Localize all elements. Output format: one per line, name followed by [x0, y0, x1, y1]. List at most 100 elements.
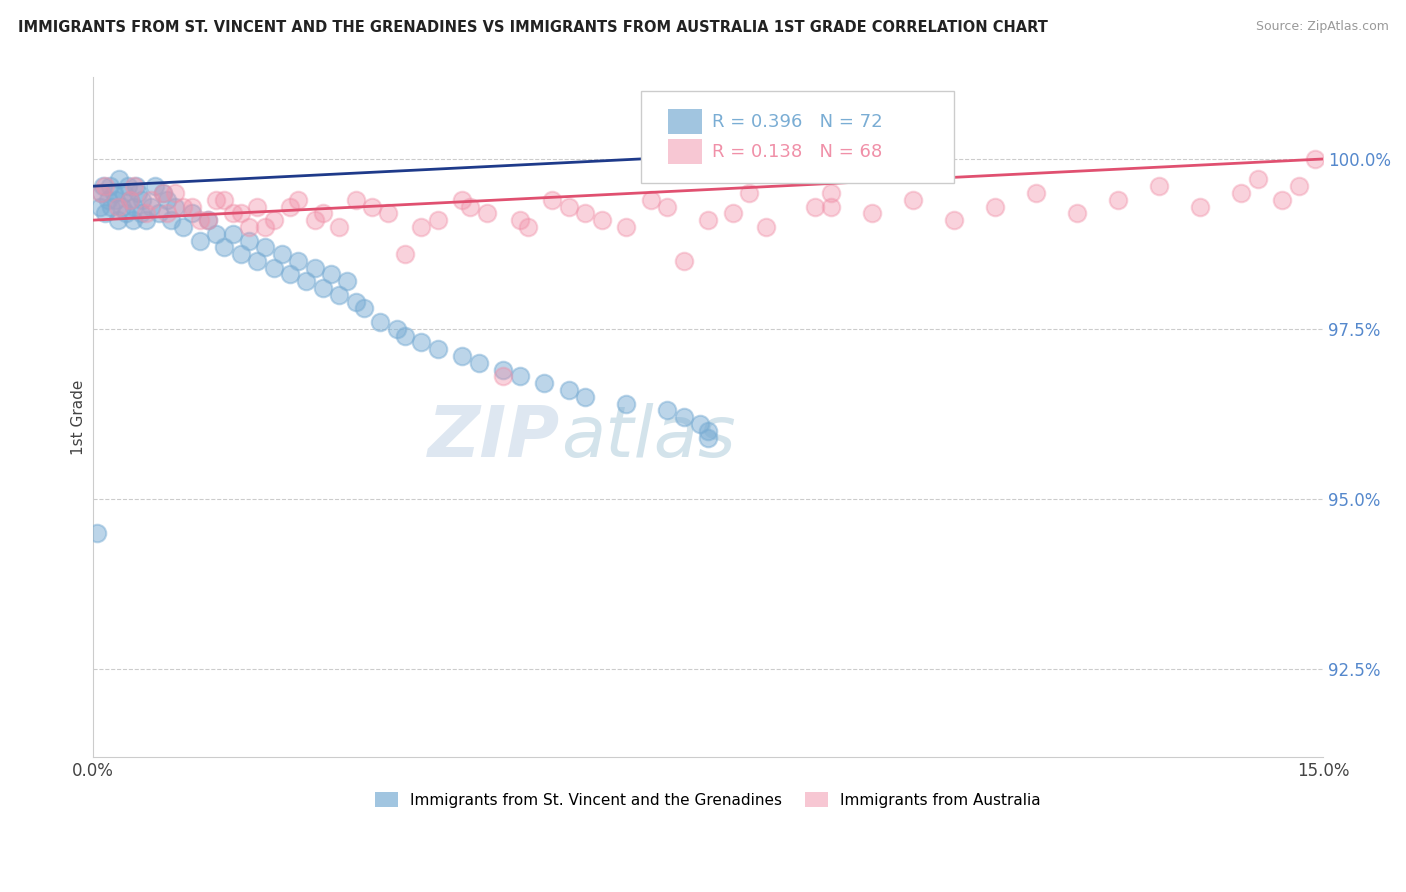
Point [541, 193, 564, 207]
Point [122, 200, 145, 214]
Point [278, 200, 301, 214]
Point [278, 268, 301, 282]
Point [738, 186, 761, 200]
Point [591, 213, 613, 227]
Point [353, 301, 375, 316]
Point [180, 200, 202, 214]
Point [89, 200, 111, 214]
Point [319, 268, 342, 282]
Point [820, 200, 842, 214]
Text: ZIP: ZIP [429, 403, 561, 472]
Point [270, 247, 292, 261]
Text: atlas: atlas [561, 403, 735, 472]
Point [426, 213, 449, 227]
Point [156, 193, 179, 207]
Point [263, 260, 285, 275]
Text: R = 0.396   N = 72: R = 0.396 N = 72 [711, 112, 883, 130]
Point [460, 200, 482, 214]
Point [377, 206, 399, 220]
Point [1189, 200, 1212, 214]
Point [1303, 152, 1326, 166]
Point [1025, 186, 1047, 200]
Point [509, 213, 531, 227]
Point [754, 219, 776, 234]
Point [1288, 179, 1310, 194]
Point [246, 253, 269, 268]
FancyBboxPatch shape [668, 139, 702, 164]
Point [492, 362, 515, 376]
Point [672, 253, 695, 268]
Point [139, 200, 162, 214]
Point [860, 206, 883, 220]
Point [689, 417, 711, 431]
Point [614, 396, 637, 410]
Point [165, 200, 187, 214]
Point [188, 213, 211, 227]
Point [426, 343, 449, 357]
Point [509, 369, 531, 384]
Point [111, 200, 134, 214]
Point [135, 213, 157, 227]
Point [394, 328, 416, 343]
Point [188, 234, 211, 248]
Point [614, 219, 637, 234]
Point [100, 200, 122, 214]
Point [558, 383, 581, 397]
Point [139, 193, 162, 207]
Point [148, 206, 170, 220]
Point [721, 206, 744, 220]
Point [97, 193, 120, 207]
Point [385, 322, 408, 336]
Point [657, 403, 679, 417]
Point [344, 193, 367, 207]
Point [1271, 193, 1294, 207]
Point [143, 179, 166, 194]
Point [94, 179, 117, 194]
Point [574, 390, 596, 404]
Point [943, 213, 966, 227]
Point [344, 294, 367, 309]
Point [411, 335, 433, 350]
Point [152, 186, 174, 200]
Point [120, 193, 142, 207]
Point [558, 200, 581, 214]
Point [229, 206, 252, 220]
Point [91, 179, 114, 194]
Point [411, 219, 433, 234]
Point [254, 219, 277, 234]
Point [640, 193, 662, 207]
Point [121, 213, 143, 227]
Point [328, 219, 350, 234]
Point [697, 431, 720, 445]
Text: Source: ZipAtlas.com: Source: ZipAtlas.com [1256, 20, 1389, 33]
Point [160, 213, 183, 227]
Point [1066, 206, 1088, 220]
Point [131, 193, 153, 207]
Point [533, 376, 555, 391]
Point [120, 193, 142, 207]
Point [1246, 172, 1268, 186]
Text: IMMIGRANTS FROM ST. VINCENT AND THE GRENADINES VS IMMIGRANTS FROM AUSTRALIA 1ST : IMMIGRANTS FROM ST. VINCENT AND THE GREN… [18, 20, 1047, 35]
Point [197, 213, 219, 227]
Point [304, 213, 326, 227]
Y-axis label: 1st Grade: 1st Grade [72, 379, 86, 455]
Point [304, 260, 326, 275]
Point [984, 200, 1007, 214]
Point [574, 206, 596, 220]
Point [98, 179, 121, 194]
Point [238, 234, 260, 248]
Point [129, 206, 152, 220]
Point [394, 247, 416, 261]
Point [492, 369, 515, 384]
Point [657, 200, 679, 214]
Point [94, 206, 117, 220]
Point [90, 186, 112, 200]
Point [156, 206, 179, 220]
Point [451, 349, 474, 363]
Point [152, 186, 174, 200]
FancyBboxPatch shape [668, 110, 702, 134]
Point [86, 525, 108, 540]
Point [1230, 186, 1253, 200]
Point [135, 206, 157, 220]
Point [117, 179, 139, 194]
